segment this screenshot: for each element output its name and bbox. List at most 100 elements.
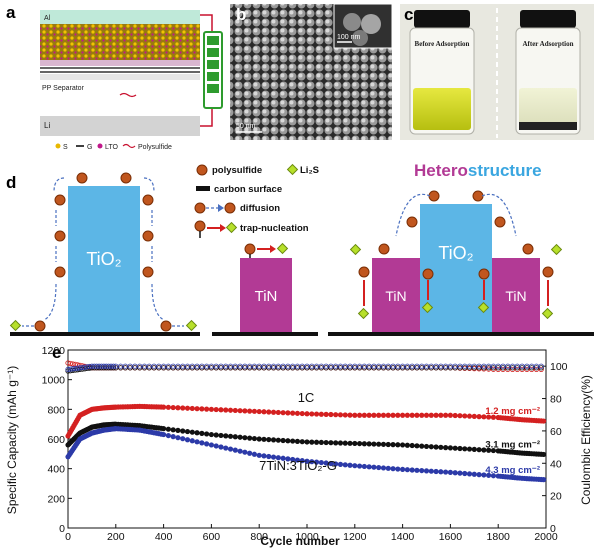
capacity-point xyxy=(490,473,497,479)
y2-tick-label: 40 xyxy=(550,458,562,470)
li2s-crystal xyxy=(421,301,434,314)
chart-layer: 0 200 400 600 800 1000 1200 1400 1600 1800 2000020… xyxy=(42,345,568,543)
adsorbent-sediment xyxy=(519,122,577,130)
capacity-point xyxy=(457,445,463,452)
polysulfide xyxy=(54,194,66,206)
legend-lto-label: LTO xyxy=(105,144,119,151)
panel-d: d TiO₂ xyxy=(6,161,594,336)
polysulfide xyxy=(120,172,132,184)
capacity-point xyxy=(285,456,291,462)
panel-e-letter: e xyxy=(52,343,61,362)
capacity-point xyxy=(313,439,320,445)
capacity-point xyxy=(266,453,272,460)
hetero-tin-right xyxy=(492,258,540,332)
polysulfide xyxy=(494,216,506,228)
capacity-point xyxy=(194,430,200,436)
capacity-point xyxy=(218,444,224,450)
inset-sphere xyxy=(352,30,368,46)
tio2-polysulfides xyxy=(9,172,198,332)
diffusion-arrow xyxy=(151,283,165,321)
capacity-point xyxy=(189,438,195,444)
li2s-crystal xyxy=(550,243,563,256)
legend-g-label: G xyxy=(87,144,92,151)
capacity-point xyxy=(366,464,372,470)
panel-e: e 0 200 400 600 800 1000 1200 1400 1600 1800 20000… xyxy=(5,343,593,548)
capacity-point xyxy=(333,412,339,418)
capacity-point xyxy=(189,429,195,435)
y-tick-label: 0 xyxy=(59,523,65,535)
capacity-point xyxy=(270,409,277,415)
capacity-point xyxy=(376,464,382,471)
hetero-tio2-block xyxy=(420,204,492,332)
li2s-crystal xyxy=(541,307,554,320)
capacity-point xyxy=(247,435,253,441)
capacity-point xyxy=(361,463,367,470)
capacity-point xyxy=(409,467,415,473)
capacity-point xyxy=(490,414,497,420)
capacity-point xyxy=(194,439,200,445)
capacity-point xyxy=(342,412,348,418)
ce-point xyxy=(82,364,88,370)
capacity-point xyxy=(541,418,547,424)
capacity-point xyxy=(199,440,205,446)
capacity-point xyxy=(161,426,167,432)
s-g-lto-composite xyxy=(40,24,200,60)
capacity-point xyxy=(476,472,482,478)
capacity-point xyxy=(395,466,401,472)
capacity-point xyxy=(447,469,453,475)
capacity-point xyxy=(175,405,181,411)
capacity-point xyxy=(400,412,406,418)
li2s-crystal xyxy=(276,242,289,255)
y-tick-label: 400 xyxy=(47,464,65,476)
capacity-point xyxy=(404,467,410,473)
capacity-point xyxy=(414,443,420,449)
battery-cell xyxy=(207,84,219,93)
legend-polysulfide-label: Polysulfide xyxy=(138,144,172,151)
capacity-point xyxy=(251,451,258,457)
capacity-point xyxy=(242,408,248,414)
capacity-point xyxy=(400,466,406,473)
capacity-point xyxy=(184,405,191,411)
legend-trap-product xyxy=(225,221,238,234)
panel-b: b 100 nm 50 nm xyxy=(230,3,393,140)
after-label: After Adsorption xyxy=(522,40,573,48)
capacity-point xyxy=(313,411,320,417)
capacity-point xyxy=(333,440,339,446)
y2-axis-title: Coulombic Efficiency(%) xyxy=(579,375,593,505)
capacity-point xyxy=(347,440,353,446)
al-label: Al xyxy=(44,15,51,22)
capacity-point xyxy=(189,405,195,412)
capacity-point xyxy=(390,442,396,448)
capacity-point xyxy=(204,406,210,412)
capacity-point xyxy=(213,443,219,449)
capacity-point xyxy=(481,472,487,478)
capacity-point xyxy=(366,441,372,447)
capacity-point xyxy=(304,458,310,464)
hetero-title-part1: Hetero xyxy=(414,161,468,180)
capacity-point xyxy=(385,465,391,471)
panel-a-letter: a xyxy=(6,3,16,22)
legend-diffusion-start xyxy=(194,202,206,214)
diffusion-arrow xyxy=(53,177,65,193)
hetero-tin-left-label: TiN xyxy=(385,288,406,304)
capacity-point xyxy=(261,436,267,442)
capacity-point xyxy=(290,410,296,416)
x-tick-label: 0 xyxy=(65,531,71,543)
capacity-point xyxy=(256,436,262,442)
li2s-crystal xyxy=(477,301,490,314)
capacity-point xyxy=(266,409,272,415)
legend-li2s-label: Li₂S xyxy=(300,165,319,176)
capacity-point xyxy=(380,412,387,418)
capacity-point xyxy=(486,447,492,453)
capacity-point xyxy=(433,444,439,450)
capacity-point xyxy=(462,446,468,452)
capacity-point xyxy=(290,456,296,463)
sample-label: 7TiN:3TiO₂-G xyxy=(259,458,337,473)
legend-s-marker xyxy=(55,143,61,149)
capacity-point xyxy=(486,414,492,420)
capacity-point xyxy=(280,455,286,461)
capacity-point xyxy=(270,437,277,443)
wire-top xyxy=(200,14,213,32)
separator-label: PP Separator xyxy=(42,85,85,92)
legend-polysulfide-label: polysulfide xyxy=(212,165,262,176)
